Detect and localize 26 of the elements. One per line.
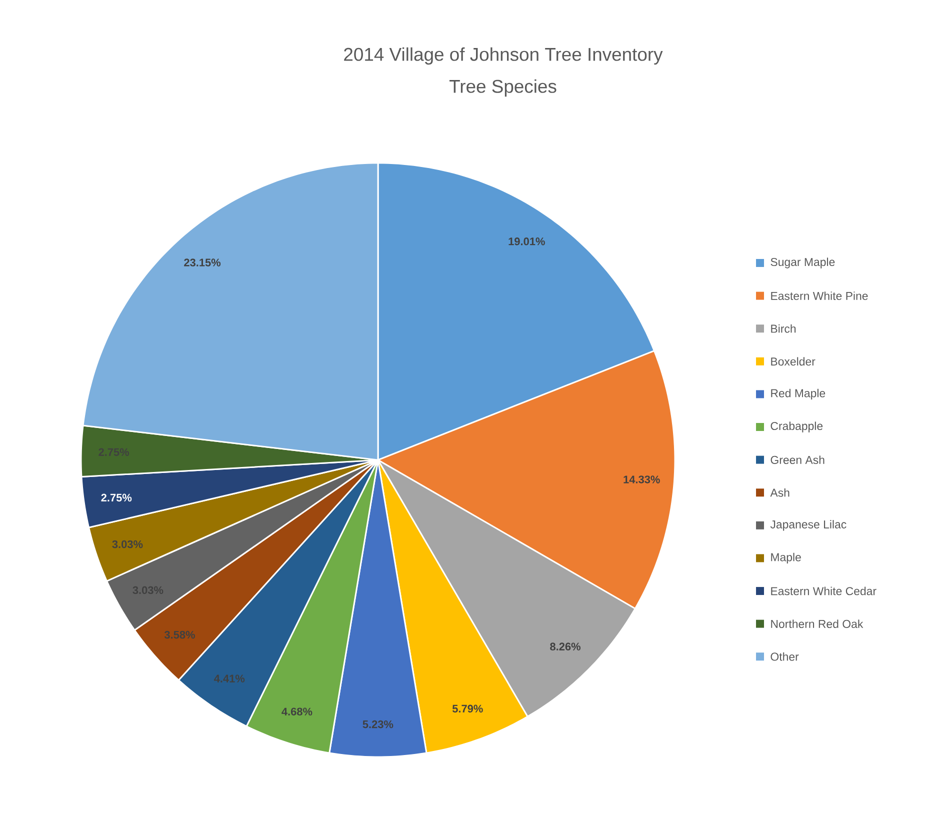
legend-label: Eastern White Cedar — [771, 586, 876, 596]
data-label: 5.79% — [452, 704, 483, 713]
chart-subtitle: Tree Species — [449, 79, 556, 97]
data-label: 5.23% — [362, 720, 394, 728]
data-label: 8.26% — [550, 642, 581, 650]
legend-label: Japanese Lilac — [770, 520, 846, 531]
legend-label: Crabapple — [770, 422, 823, 432]
legend-label: Other — [770, 652, 799, 661]
legend-label: Maple — [771, 552, 801, 564]
data-label: 14.33% — [624, 476, 660, 484]
data-label: 3.03% — [112, 540, 143, 548]
legend-label: Eastern White Pine — [771, 292, 868, 300]
legend-label: Sugar Maple — [770, 258, 835, 268]
legend-label: Northern Red Oak — [771, 620, 864, 628]
data-label: 4.68% — [282, 708, 312, 716]
data-label: 2.75% — [101, 494, 132, 502]
legend-label: Red Maple — [771, 388, 826, 400]
legend-label: Birch — [771, 324, 796, 333]
chart-title: 2014 Village of Johnson Tree Inventory — [344, 47, 663, 65]
data-label: 19.01% — [508, 238, 545, 246]
legend-label: Ash — [770, 488, 790, 497]
legend-label: Green Ash — [770, 456, 824, 464]
data-label: 4.41% — [214, 674, 245, 682]
legend-label: Boxelder — [771, 357, 816, 366]
data-label: 23.15% — [184, 258, 221, 266]
data-label: 3.58% — [164, 630, 195, 639]
